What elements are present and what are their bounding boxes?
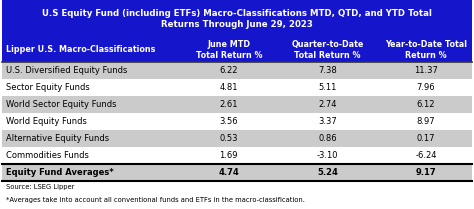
Text: 2.74: 2.74: [318, 100, 337, 109]
Text: 8.97: 8.97: [417, 117, 435, 126]
Text: Commodities Funds: Commodities Funds: [6, 151, 89, 160]
Text: 0.17: 0.17: [417, 134, 435, 143]
Text: June MTD
Total Return %: June MTD Total Return %: [196, 40, 262, 60]
Text: Sector Equity Funds: Sector Equity Funds: [6, 83, 90, 92]
Text: 0.86: 0.86: [318, 134, 337, 143]
Text: World Sector Equity Funds: World Sector Equity Funds: [6, 100, 117, 109]
Text: 4.81: 4.81: [219, 83, 238, 92]
Text: 3.56: 3.56: [219, 117, 238, 126]
Text: Lipper U.S. Macro-Classifications: Lipper U.S. Macro-Classifications: [6, 46, 155, 55]
Text: 2.61: 2.61: [219, 100, 238, 109]
Text: U.S. Diversified Equity Funds: U.S. Diversified Equity Funds: [6, 66, 128, 75]
Text: 5.24: 5.24: [317, 168, 338, 177]
Text: 6.12: 6.12: [417, 100, 435, 109]
Text: -3.10: -3.10: [317, 151, 338, 160]
Text: -6.24: -6.24: [415, 151, 437, 160]
Text: Quarter-to-Date
Total Return %: Quarter-to-Date Total Return %: [291, 40, 364, 60]
Text: 11.37: 11.37: [414, 66, 438, 75]
Text: 9.17: 9.17: [416, 168, 436, 177]
Text: World Equity Funds: World Equity Funds: [6, 117, 87, 126]
Text: 6.22: 6.22: [219, 66, 238, 75]
Text: Alternative Equity Funds: Alternative Equity Funds: [6, 134, 109, 143]
Text: Year-to-Date Total
Return %: Year-to-Date Total Return %: [385, 40, 467, 60]
Text: Source: LSEG Lipper: Source: LSEG Lipper: [6, 185, 75, 190]
Text: 7.38: 7.38: [318, 66, 337, 75]
Text: *Averages take into account all conventional funds and ETFs in the macro-classif: *Averages take into account all conventi…: [6, 197, 305, 203]
Text: U.S Equity Fund (including ETFs) Macro-Classifications MTD, QTD, and YTD Total
R: U.S Equity Fund (including ETFs) Macro-C…: [42, 9, 432, 29]
Text: 7.96: 7.96: [417, 83, 435, 92]
Text: 5.11: 5.11: [318, 83, 337, 92]
Text: 3.37: 3.37: [318, 117, 337, 126]
Text: 4.74: 4.74: [219, 168, 239, 177]
Text: Equity Fund Averages*: Equity Fund Averages*: [6, 168, 114, 177]
Text: 1.69: 1.69: [219, 151, 238, 160]
Text: 0.53: 0.53: [219, 134, 238, 143]
